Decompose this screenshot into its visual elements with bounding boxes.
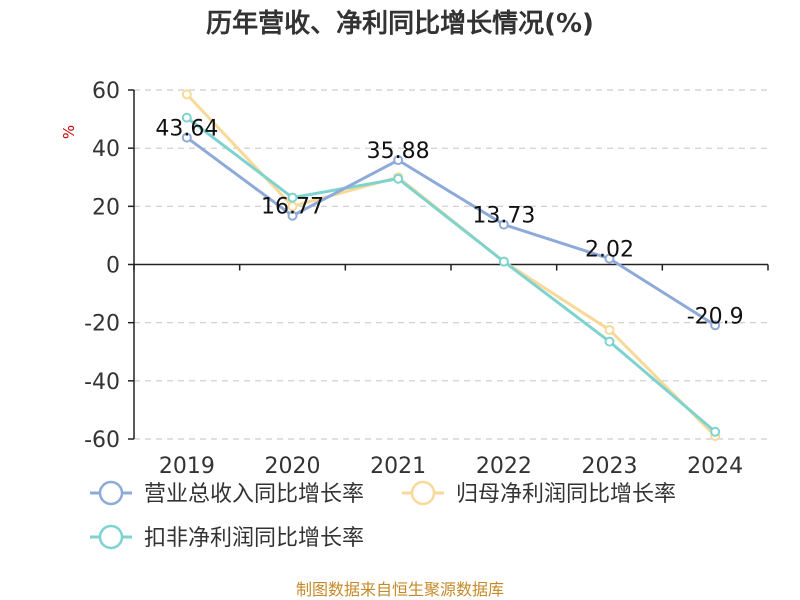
data-labels: 43.64 16.77 35.88 13.73 2.02 -20.9 <box>155 117 743 330</box>
axes: 60 40 20 0 -20 -40 -60 2019 2020 2021 2022 2023 2024 <box>84 79 769 479</box>
series-1 <box>181 132 721 331</box>
data-label: 13.73 <box>472 204 535 229</box>
y-tick-label: 60 <box>92 79 120 104</box>
legend-label: 扣非净利润同比增长率 <box>144 526 364 551</box>
data-point <box>181 112 192 123</box>
x-tick-label: 2024 <box>687 454 743 479</box>
data-label: 35.88 <box>367 139 430 164</box>
legend-swatch-marker <box>98 524 124 550</box>
chart-title: 历年营收、净利同比增长情况(%) <box>206 8 594 39</box>
data-point <box>604 253 615 264</box>
x-tick-label: 2023 <box>582 454 638 479</box>
data-label: 16.77 <box>261 195 324 220</box>
series-line <box>185 136 716 327</box>
x-tick-label: 2020 <box>265 454 321 479</box>
data-point <box>287 210 298 221</box>
data-point <box>604 324 615 335</box>
source-note: 制图数据来自恒生聚源数据库 <box>296 580 504 599</box>
legend-item-1: 营业总收入同比增长率 <box>90 480 364 507</box>
data-point <box>393 173 404 184</box>
legend-swatch-marker <box>410 480 436 506</box>
y-tick-label: -60 <box>84 428 120 453</box>
legend-label: 归母净利润同比增长率 <box>456 482 676 507</box>
y-tick-label: -20 <box>84 312 120 337</box>
data-point <box>181 132 192 143</box>
data-label: -20.9 <box>687 304 744 329</box>
series-line <box>185 116 717 433</box>
data-point <box>393 155 404 166</box>
x-tick-label: 2021 <box>370 454 426 479</box>
data-label: 2.02 <box>585 238 634 263</box>
series-3 <box>181 112 721 437</box>
data-point <box>710 320 721 331</box>
y-tick-label: 40 <box>92 137 120 162</box>
data-point <box>604 336 615 347</box>
y-tick-label: 0 <box>106 254 120 279</box>
series-lines <box>181 89 721 442</box>
data-point <box>710 426 721 437</box>
legend-item-3: 扣非净利润同比增长率 <box>90 524 364 551</box>
x-tick-label: 2019 <box>159 454 215 479</box>
x-tick-label: 2022 <box>476 454 532 479</box>
legend-label: 营业总收入同比增长率 <box>144 482 364 507</box>
y-axis-label: % <box>60 125 78 139</box>
data-point <box>181 89 192 100</box>
legend-swatch-marker <box>98 480 124 506</box>
data-point <box>498 256 509 267</box>
legend-item-2: 归母净利润同比增长率 <box>402 480 676 507</box>
data-point <box>498 219 509 230</box>
y-tick-label: -40 <box>84 370 120 395</box>
y-tick-label: 20 <box>92 195 120 220</box>
grid-lines <box>134 89 768 440</box>
data-label: 43.64 <box>155 117 218 142</box>
data-point <box>287 192 298 203</box>
